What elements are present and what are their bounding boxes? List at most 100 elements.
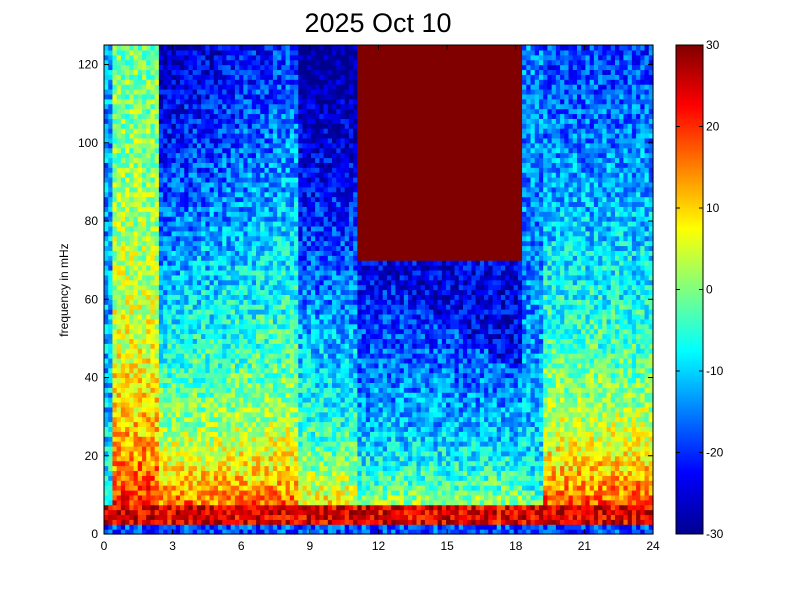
heatmap-cell (104, 245, 109, 251)
heatmap-cell (104, 299, 109, 305)
heatmap-cell (298, 157, 304, 163)
heatmap-cell (213, 460, 219, 467)
heatmap-cell (171, 211, 177, 217)
heatmap-cell (201, 235, 206, 242)
heatmap-cell (281, 504, 287, 511)
heatmap-cell (171, 265, 177, 271)
heatmap-cell (104, 421, 109, 428)
heatmap-cell (243, 328, 249, 335)
heatmap-cell (120, 372, 126, 379)
heatmap-cell (243, 89, 249, 95)
heatmap-cell (163, 348, 168, 354)
heatmap-cell (137, 54, 143, 61)
heatmap-cell (239, 74, 244, 80)
heatmap-cell (226, 299, 232, 305)
heatmap-cell (196, 343, 202, 349)
heatmap-cell (133, 353, 139, 359)
heatmap-cell (268, 172, 274, 178)
heatmap-cell (218, 172, 223, 178)
heatmap-cell (163, 118, 168, 124)
heatmap-cell (201, 84, 206, 90)
heatmap-cell (281, 118, 287, 124)
heatmap-cell (264, 519, 270, 525)
heatmap-cell (171, 69, 177, 75)
heatmap-cell (239, 235, 244, 242)
heatmap-cell (285, 377, 291, 384)
heatmap-cell (247, 172, 253, 178)
heatmap-cell (201, 323, 206, 330)
heatmap-cell (108, 367, 114, 374)
heatmap-cell (108, 265, 114, 271)
heatmap-cell (226, 137, 232, 144)
heatmap-cell (243, 103, 249, 110)
heatmap-cell (298, 489, 304, 496)
heatmap-cell (180, 128, 185, 134)
heatmap-cell (108, 411, 114, 418)
heatmap-cell (116, 216, 122, 222)
heatmap-cell (112, 89, 118, 95)
heatmap-cell (142, 519, 147, 525)
heatmap-cell (285, 436, 291, 442)
heatmap-cell (285, 186, 291, 193)
heatmap-cell (239, 240, 244, 247)
heatmap-cell (167, 245, 173, 251)
heatmap-cell (133, 240, 139, 247)
heatmap-cell (260, 269, 266, 276)
heatmap-cell (146, 74, 152, 80)
heatmap-cell (104, 372, 109, 379)
heatmap-cell (264, 514, 270, 520)
heatmap-cell (239, 470, 244, 476)
heatmap-cell (188, 118, 194, 124)
heatmap-cell (129, 353, 135, 359)
heatmap-cell (209, 328, 215, 335)
heatmap-cell (175, 489, 181, 496)
heatmap-cell (251, 235, 257, 242)
heatmap-cell (188, 142, 194, 149)
heatmap-cell (268, 397, 274, 403)
heatmap-cell (234, 421, 240, 428)
heatmap-cell (180, 172, 185, 178)
heatmap-cell (116, 103, 122, 110)
heatmap-cell (243, 323, 249, 330)
heatmap-cell (226, 74, 232, 80)
heatmap-cell (302, 450, 308, 457)
heatmap-cell (310, 157, 316, 163)
heatmap-cell (146, 64, 152, 71)
heatmap-cell (230, 142, 236, 149)
heatmap-cell (188, 387, 194, 393)
heatmap-cell (150, 309, 156, 315)
heatmap-cell (171, 318, 177, 325)
heatmap-cell (180, 123, 185, 129)
heatmap-cell (268, 529, 274, 535)
heatmap-cell (260, 123, 266, 129)
heatmap-cell (104, 89, 109, 95)
heatmap-cell (192, 128, 198, 134)
heatmap-cell (277, 137, 282, 144)
heatmap-cell (188, 367, 194, 374)
heatmap-cell (150, 372, 156, 379)
heatmap-cell (108, 206, 114, 212)
heatmap-cell (196, 401, 202, 408)
heatmap-cell (163, 411, 168, 418)
heatmap-cell (180, 504, 185, 511)
heatmap-cell (213, 250, 219, 256)
heatmap-cell (167, 455, 173, 462)
heatmap-cell (213, 377, 219, 384)
heatmap-cell (133, 269, 139, 276)
heatmap-cell (209, 235, 215, 242)
heatmap-cell (243, 465, 249, 472)
heatmap-cell (184, 54, 190, 61)
heatmap-cell (184, 357, 190, 364)
heatmap-cell (218, 328, 223, 335)
heatmap-cell (310, 221, 316, 227)
heatmap-cell (272, 79, 278, 85)
heatmap-cell (150, 460, 156, 467)
heatmap-cell (104, 411, 109, 418)
heatmap-cell (209, 524, 215, 530)
heatmap-cell (120, 157, 126, 163)
heatmap-cell (188, 362, 194, 369)
heatmap-cell (184, 206, 190, 212)
heatmap-cell (171, 54, 177, 61)
heatmap-cell (188, 93, 194, 100)
heatmap-cell (306, 294, 312, 300)
